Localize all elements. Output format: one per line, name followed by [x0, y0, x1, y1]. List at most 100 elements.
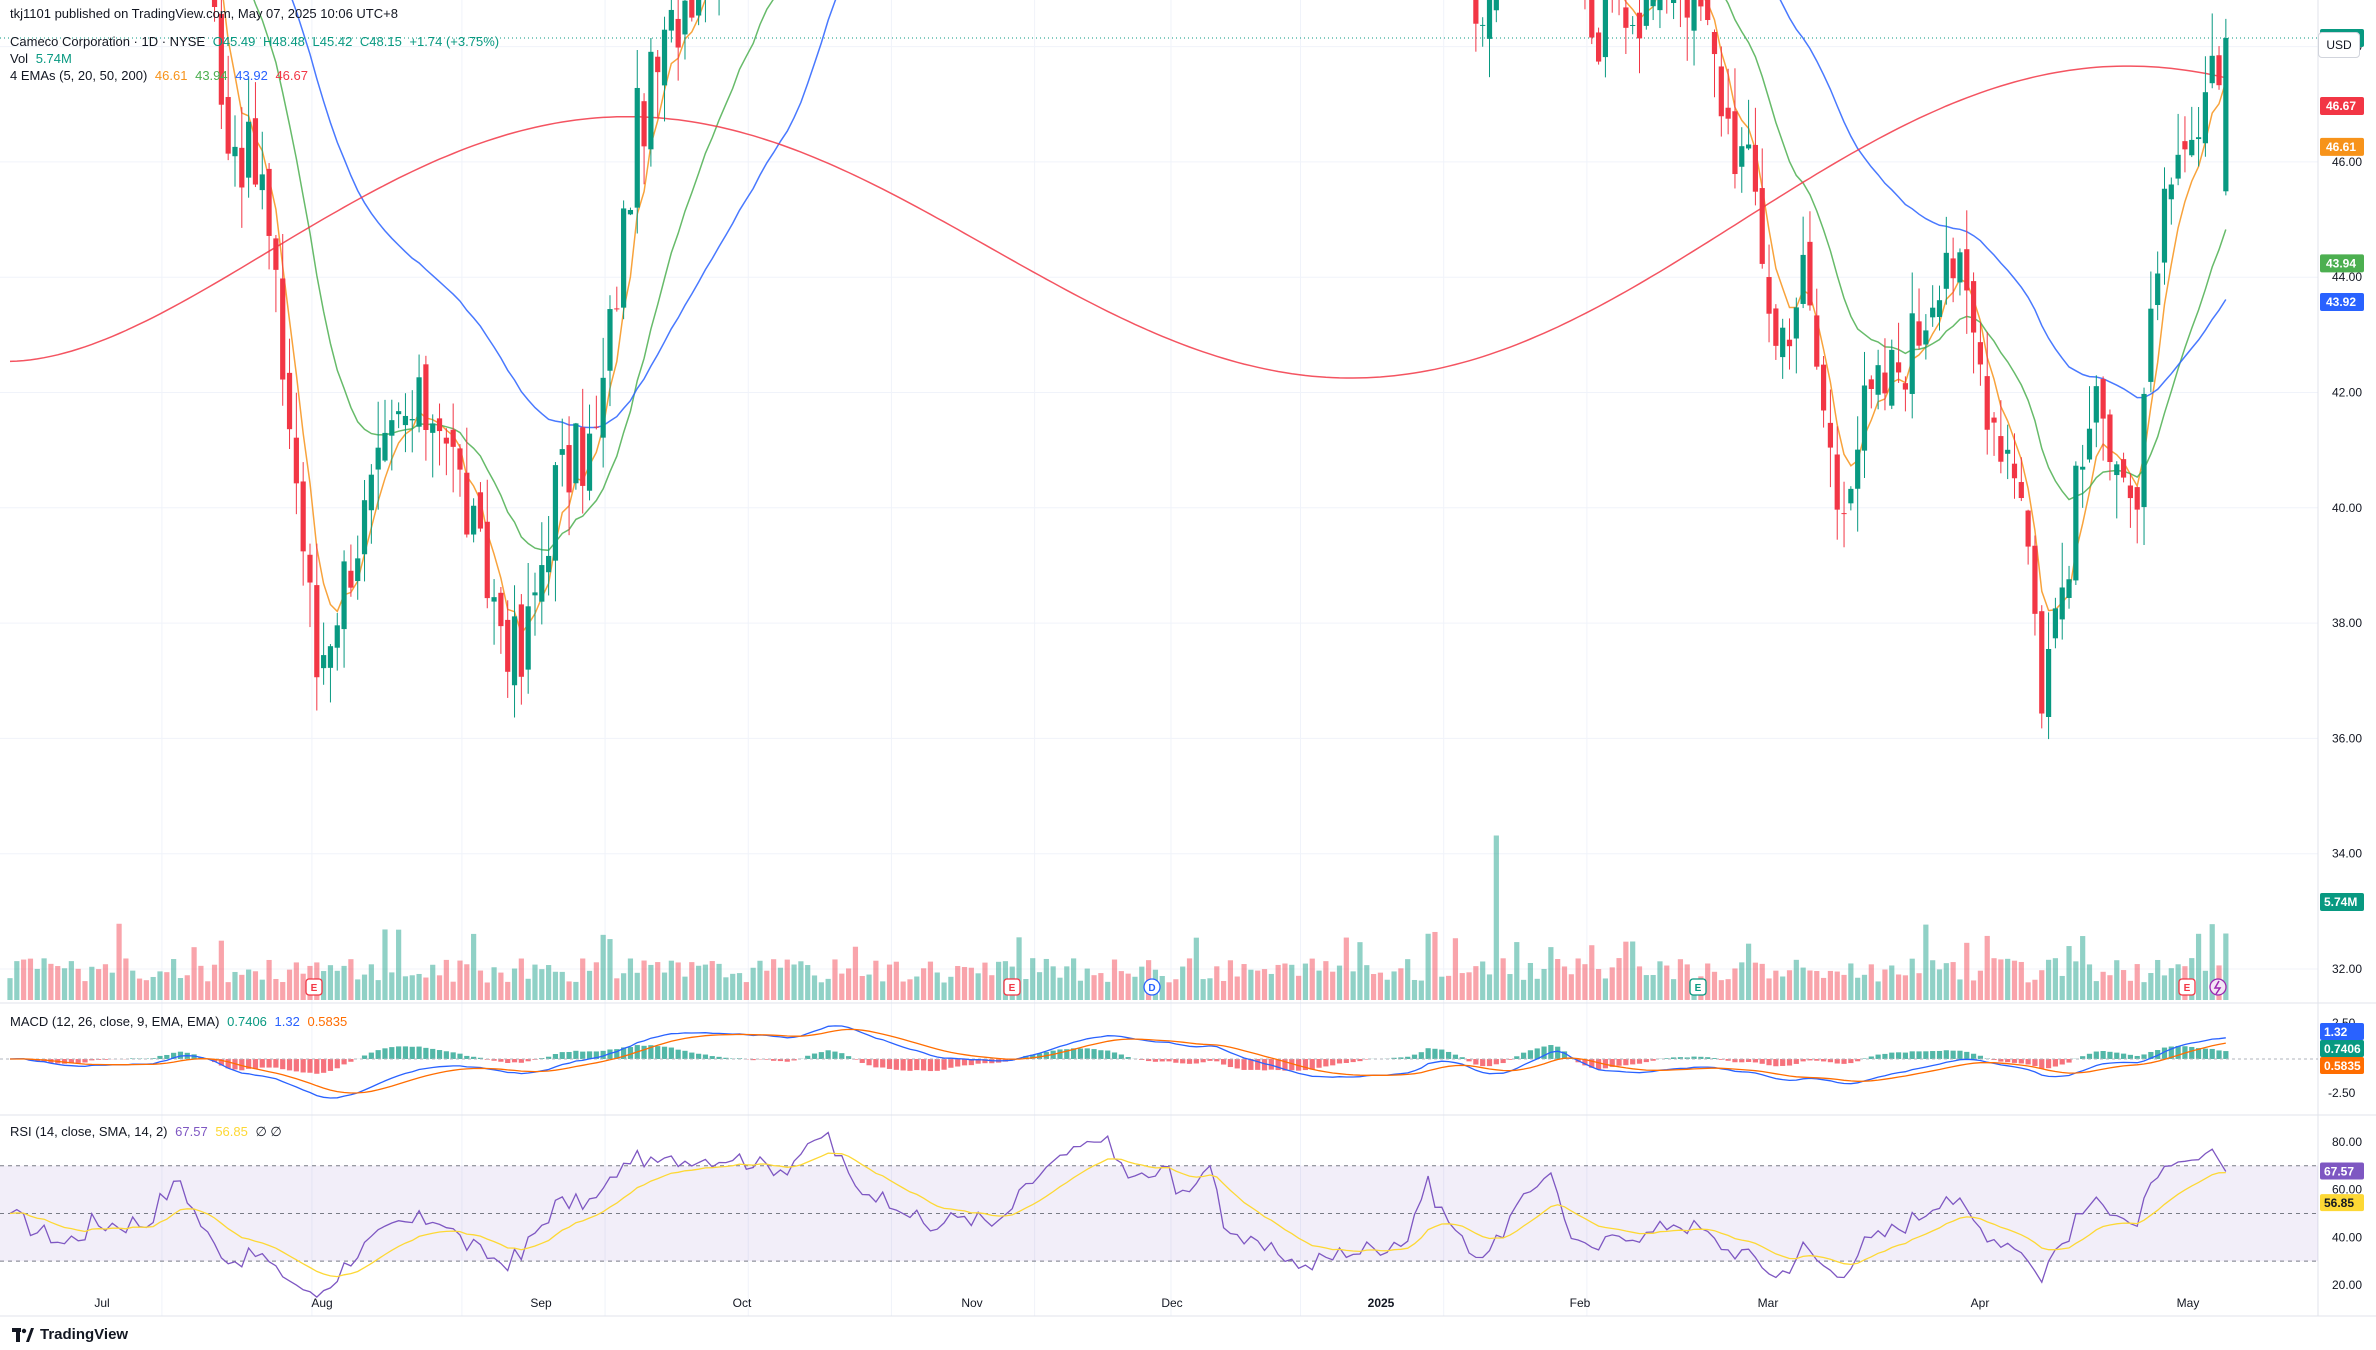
candle-body[interactable] [471, 505, 477, 535]
candle-body[interactable] [1827, 422, 1834, 448]
candle-body[interactable] [1991, 417, 1997, 423]
candle-body[interactable] [2168, 184, 2174, 200]
candle-body[interactable] [232, 146, 238, 157]
currency-button[interactable]: USD [2318, 32, 2360, 58]
candle-body[interactable] [1984, 376, 1990, 430]
candle-body[interactable] [416, 377, 422, 427]
candle-body[interactable] [1950, 258, 1956, 279]
candle-body[interactable] [348, 570, 354, 588]
candle-body[interactable] [634, 87, 640, 208]
candle-body[interactable] [539, 565, 545, 602]
candle-body[interactable] [280, 278, 286, 380]
candle-body[interactable] [1670, 0, 1677, 4]
candle-body[interactable] [334, 625, 340, 648]
candle-body[interactable] [1691, 0, 1697, 31]
candle-body[interactable] [1868, 379, 1874, 390]
candle-body[interactable] [498, 592, 504, 627]
candle-body[interactable] [2216, 55, 2222, 86]
event-marker[interactable] [2178, 978, 2196, 996]
candle-body[interactable] [2100, 379, 2106, 419]
candle-body[interactable] [1807, 241, 1813, 306]
ema-legend[interactable]: 4 EMAs (5, 20, 50, 200) 46.61 43.94 43.9… [10, 68, 312, 83]
candle-body[interactable] [2018, 482, 2024, 499]
candle-body[interactable] [2182, 141, 2188, 150]
candle-body[interactable] [1964, 249, 1970, 291]
candle-body[interactable] [2039, 611, 2045, 714]
candle-body[interactable] [1936, 300, 1943, 317]
candle-body[interactable] [218, 13, 224, 105]
candle-body[interactable] [1800, 254, 1806, 304]
candle-body[interactable] [2032, 545, 2038, 614]
candle-body[interactable] [355, 558, 361, 582]
candle-body[interactable] [1718, 66, 1724, 117]
candle-body[interactable] [1773, 308, 1779, 346]
candle-body[interactable] [2175, 154, 2181, 179]
candle-body[interactable] [1970, 281, 1977, 333]
candle-body[interactable] [314, 585, 320, 678]
candle-body[interactable] [1841, 513, 1847, 515]
candle-body[interactable] [307, 554, 313, 583]
candle-body[interactable] [2223, 37, 2229, 192]
candle-body[interactable] [423, 364, 429, 430]
candle-body[interactable] [491, 597, 497, 602]
candle-body[interactable] [2093, 386, 2099, 423]
candle-body[interactable] [648, 51, 654, 150]
candle-body[interactable] [1759, 188, 1765, 264]
candle-body[interactable] [1916, 321, 1922, 346]
candle-body[interactable] [484, 521, 490, 599]
candle-body[interactable] [1848, 488, 1854, 504]
candle-body[interactable] [293, 437, 299, 484]
candle-body[interactable] [1923, 330, 1929, 345]
candle-body[interactable] [1998, 436, 2004, 462]
candle-body[interactable] [211, 0, 218, 8]
tradingview-logo[interactable]: TradingView [12, 1326, 128, 1343]
candle-body[interactable] [2086, 428, 2093, 460]
candle-body[interactable] [1630, 24, 1636, 26]
candle-body[interactable] [2052, 608, 2058, 639]
candle-body[interactable] [1875, 365, 1881, 395]
candle-body[interactable] [252, 118, 259, 185]
candle-body[interactable] [1882, 372, 1888, 394]
candle-body[interactable] [1895, 362, 1902, 373]
candle-body[interactable] [266, 168, 272, 236]
candle-body[interactable] [1793, 307, 1799, 339]
candle-body[interactable] [450, 429, 456, 447]
candle-body[interactable] [621, 208, 627, 308]
candle-body[interactable] [2202, 92, 2208, 144]
candle-body[interactable] [593, 426, 599, 428]
candle-body[interactable] [2148, 308, 2154, 382]
candle-body[interactable] [2141, 393, 2147, 508]
candle-body[interactable] [661, 29, 668, 86]
candle-body[interactable] [2073, 465, 2079, 581]
candle-body[interactable] [273, 238, 279, 270]
candle-body[interactable] [1977, 342, 1984, 365]
candle-body[interactable] [546, 555, 552, 573]
lightning-icon[interactable] [2209, 978, 2227, 996]
candle-body[interactable] [2005, 449, 2011, 454]
candle-body[interactable] [580, 427, 586, 486]
candle-body[interactable] [1834, 454, 1840, 510]
candle-body[interactable] [552, 465, 559, 561]
candle-body[interactable] [1889, 349, 1895, 406]
candle-body[interactable] [532, 592, 538, 596]
candle-body[interactable] [389, 420, 395, 436]
candle-body[interactable] [2045, 648, 2052, 717]
candle-body[interactable] [382, 432, 388, 461]
candle-body[interactable] [2066, 579, 2072, 598]
candle-body[interactable] [586, 433, 593, 491]
event-marker[interactable] [1143, 978, 1161, 996]
candle-body[interactable] [246, 121, 252, 178]
candle-body[interactable] [1752, 144, 1759, 192]
candle-body[interactable] [2127, 485, 2133, 499]
symbol-legend[interactable]: Cameco Corporation · 1D · NYSE O45.49 H4… [10, 34, 503, 49]
candle-body[interactable] [641, 101, 647, 147]
candle-body[interactable] [2114, 464, 2120, 476]
candle-body[interactable] [682, 0, 688, 35]
candle-body[interactable] [573, 423, 579, 484]
candle-body[interactable] [225, 97, 231, 154]
candle-body[interactable] [1739, 146, 1745, 167]
candle-body[interactable] [430, 423, 436, 433]
candle-body[interactable] [2161, 188, 2168, 263]
candle-body[interactable] [1595, 32, 1602, 62]
